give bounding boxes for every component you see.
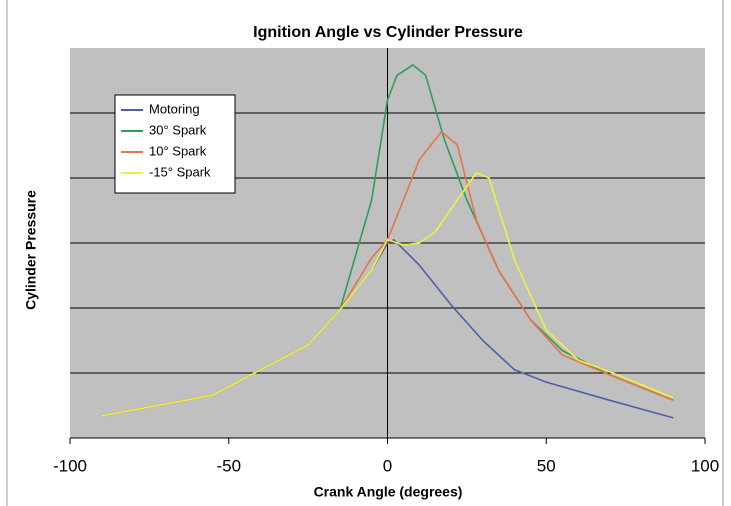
legend-label: 10° Spark [149,143,207,158]
series-line [101,172,674,417]
x-tick-label: -50 [216,456,241,475]
x-tick-label: 50 [537,456,556,475]
legend-label: 30° Spark [149,122,207,137]
x-tick-label: 0 [383,456,392,475]
chart-title: Ignition Angle vs Cylinder Pressure [253,24,523,41]
x-axis-label: Crank Angle (degrees) [314,484,463,500]
y-axis-label: Cylinder Pressure [23,190,39,310]
legend-label: Motoring [149,101,200,116]
x-tick-label: -100 [53,456,87,475]
legend-label: -15° Spark [149,164,211,179]
legend-box [114,94,236,194]
x-tick-label: 100 [691,456,719,475]
legend: Motoring 30° Spark 10° Spark -15° Spark [114,94,236,194]
grid: -100 -50 0 50 100 [53,48,719,475]
lines [101,64,674,419]
